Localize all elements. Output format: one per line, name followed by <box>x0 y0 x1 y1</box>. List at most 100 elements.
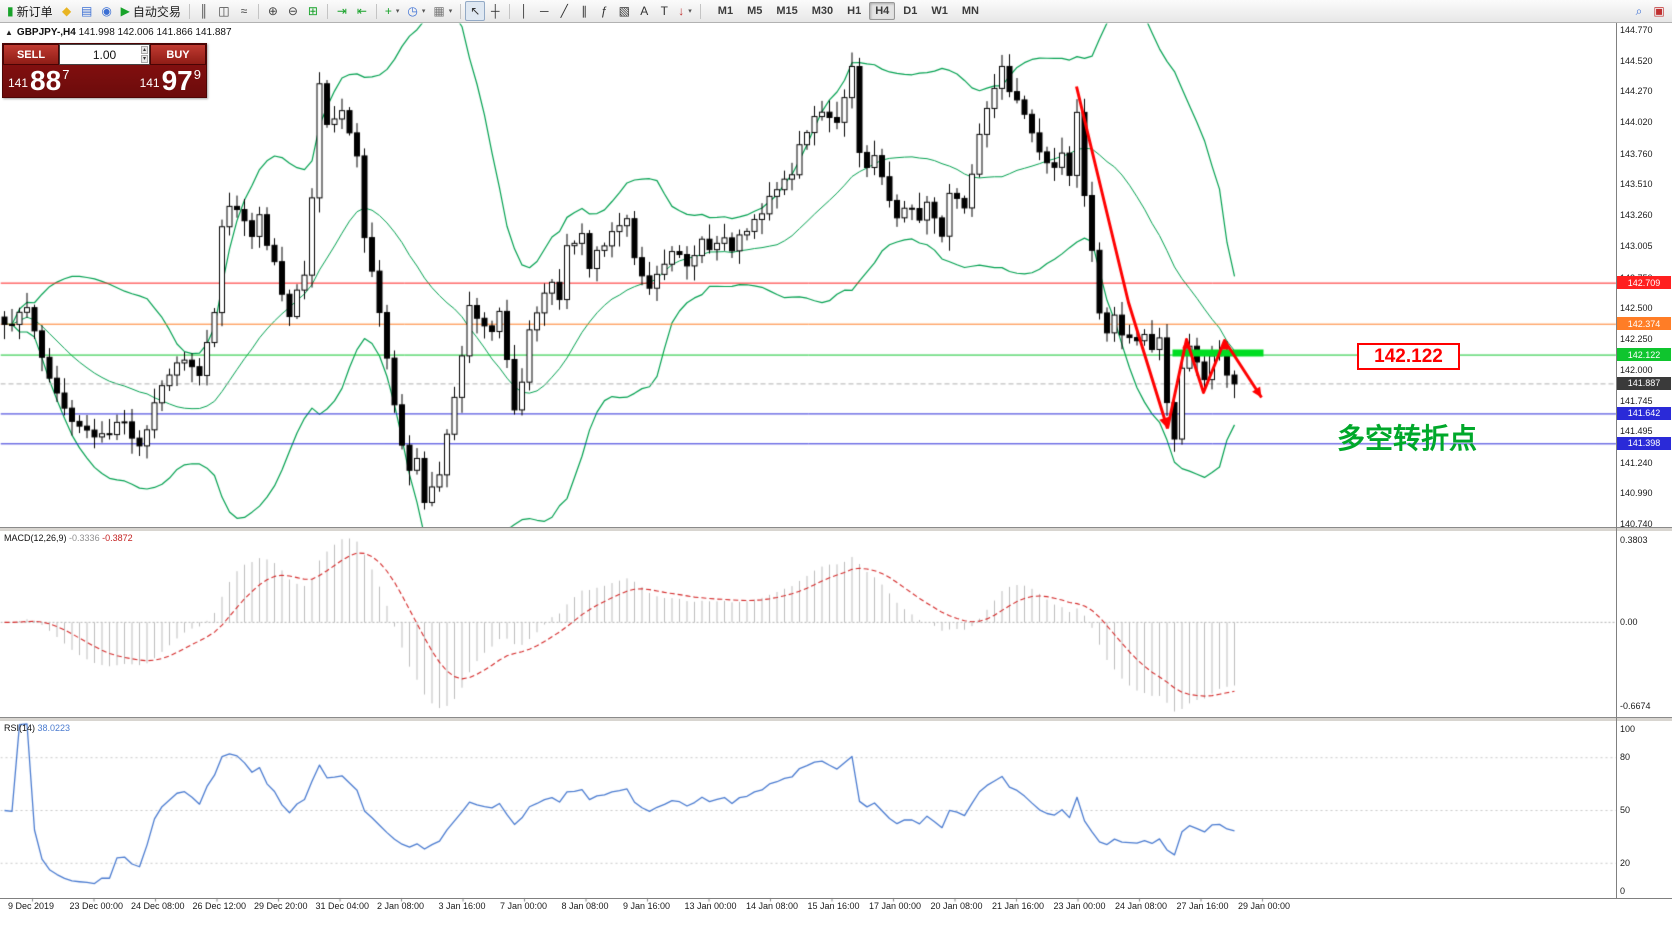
time-axis-label: 20 Jan 08:00 <box>930 901 983 911</box>
channel-button[interactable]: ∥ <box>574 1 594 21</box>
zoom-in-icon: ⊕ <box>267 4 278 18</box>
price-axis-label: 141.745 <box>1620 395 1653 406</box>
fibonacci-button[interactable]: ƒ <box>594 1 614 21</box>
volume-value: 1.00 <box>92 47 117 62</box>
timeframe-m30-button[interactable]: M30 <box>806 2 839 20</box>
text-label-button[interactable]: T <box>654 1 674 21</box>
trendline-button[interactable]: ╱ <box>554 1 574 21</box>
time-axis-label: 27 Jan 16:00 <box>1176 901 1229 911</box>
channel-icon: ∥ <box>581 4 588 18</box>
vertical-line-button[interactable]: │ <box>514 1 534 21</box>
toolbar-separator <box>509 3 511 19</box>
zoom-in-button[interactable]: ⊕ <box>263 1 283 21</box>
price-axis-label: 143.260 <box>1620 210 1653 221</box>
periods-button[interactable]: ◷ ▾ <box>403 1 429 21</box>
bar-chart-button[interactable]: ║ <box>194 1 214 21</box>
toolbar-button-label: 自动交易 <box>132 4 181 19</box>
price-callout-box[interactable]: 142.122 <box>1357 343 1460 370</box>
crosshair-button[interactable]: ┼ <box>485 1 505 21</box>
timeframe-mn-button[interactable]: MN <box>956 2 985 20</box>
price-axis-label: 143.005 <box>1620 241 1653 252</box>
price-tag: 141.398 <box>1617 436 1671 450</box>
sell-price[interactable]: 141 88 7 <box>8 67 69 95</box>
cursor-button[interactable]: ↖ <box>465 1 486 21</box>
macd-axis-max-label: 0.3803 <box>1620 535 1648 545</box>
auto-scroll-button[interactable]: ⇥ <box>332 1 352 21</box>
timeframe-h4-button[interactable]: H4 <box>869 2 896 20</box>
new-order-icon: ▮ <box>7 4 14 18</box>
macd-signal-value: -0.3872 <box>102 533 133 543</box>
new-order-button[interactable]: ▮ 新订单 <box>3 1 57 21</box>
time-axis-label: 29 Dec 20:00 <box>254 901 308 911</box>
macd-value: -0.3336 <box>69 533 100 543</box>
volume-up-icon[interactable]: ▴ <box>140 46 148 54</box>
price-axis-label: 144.520 <box>1620 55 1653 66</box>
time-axis-label: 23 Jan 00:00 <box>1053 901 1106 911</box>
time-axis-label: 21 Jan 16:00 <box>992 901 1045 911</box>
panel-separator[interactable] <box>0 527 1672 532</box>
bar-chart-icon: ║ <box>199 4 209 18</box>
indicators-icon: + <box>384 4 392 18</box>
price-axis-label: 144.020 <box>1620 116 1653 127</box>
timeframe-m1-button[interactable]: M1 <box>712 2 739 20</box>
autotrading-button[interactable]: ▶ 自动交易 <box>117 1 185 21</box>
dropdown-caret-icon: ▾ <box>395 8 400 15</box>
buy-price-prefix: 141 <box>139 76 160 90</box>
toolbar-right-buttons: ⌕ ▣ <box>1629 1 1669 21</box>
price-axis-label: 140.740 <box>1620 519 1653 529</box>
time-axis-label: 17 Jan 00:00 <box>869 901 922 911</box>
time-axis-label: 23 Dec 00:00 <box>69 901 124 911</box>
chart-shift-button[interactable]: ⇤ <box>352 1 372 21</box>
macd-indicator-label: MACD(12,26,9) -0.3336 -0.3872 <box>4 533 133 543</box>
zoom-out-button[interactable]: ⊖ <box>283 1 303 21</box>
toolbar-separator <box>326 3 328 19</box>
buy-button[interactable]: BUY <box>150 44 206 65</box>
metaeditor-button[interactable]: ◆ <box>57 1 77 21</box>
price-axis-label: 140.990 <box>1620 488 1653 499</box>
metaeditor-icon: ◆ <box>62 4 72 18</box>
toolbar: ▮ 新订单 ◆ ▤ ◉ ▶ 自动交易 ║ ◫ ≈ ⊕ ⊖ ⊞ ⇥ ⇤ + ▾ ◷ ▾ ▦ ▾ ↖ ┼ │ ─ ╱ ∥ ƒ ▧ A T ↓ ▾ M… <box>0 0 1672 23</box>
time-axis-label: 13 Jan 00:00 <box>684 901 737 911</box>
price-tag: 142.374 <box>1617 317 1671 331</box>
search-icon: ⌕ <box>1635 4 1643 18</box>
volume-down-icon[interactable]: ▾ <box>140 55 148 63</box>
price-axis-label: 142.500 <box>1620 303 1653 314</box>
text-button[interactable]: A <box>634 1 654 21</box>
timeframe-m5-button[interactable]: M5 <box>741 2 768 20</box>
time-axis-label: 3 Jan 16:00 <box>438 901 486 911</box>
market-watch-button[interactable]: ▤ <box>77 1 97 21</box>
timeframe-m15-button[interactable]: M15 <box>770 2 803 20</box>
timeframe-h1-button[interactable]: H1 <box>841 2 867 20</box>
macd-name: MACD(12,26,9) <box>4 533 67 543</box>
templates-button[interactable]: ▦ ▾ <box>429 1 456 21</box>
horizontal-line-button[interactable]: ─ <box>534 1 554 21</box>
tile-windows-button[interactable]: ⊞ <box>303 1 323 21</box>
shapes-icon: ▧ <box>618 4 630 18</box>
line-chart-button[interactable]: ≈ <box>234 1 254 21</box>
time-axis-label: 2 Jan 08:00 <box>377 901 425 911</box>
buy-price-big: 97 <box>161 65 193 97</box>
volume-input[interactable]: 1.00 ▴ ▾ <box>59 44 150 65</box>
panel-collapse-icon[interactable]: ▲ <box>5 28 13 37</box>
quotes-icon: ▣ <box>1653 4 1665 18</box>
buy-price[interactable]: 141 97 9 <box>139 65 201 97</box>
quotes-button[interactable]: ▣ <box>1649 1 1669 21</box>
time-axis-label: 15 Jan 16:00 <box>807 901 860 911</box>
volume-stepper: ▴ ▾ <box>140 46 148 63</box>
chart-symbol-ohlc: ▲ GBPJPY-,H4 141.998 142.006 141.866 141.… <box>5 27 232 38</box>
timeframe-d1-button[interactable]: D1 <box>897 2 923 20</box>
rsi-axis-label: 20 <box>1620 857 1631 868</box>
symbol-timeframe-label: GBPJPY-,H4 <box>16 27 76 38</box>
turning-point-note[interactable]: 多空转折点 <box>1337 423 1478 454</box>
sell-button[interactable]: SELL <box>3 44 59 65</box>
indicators-button[interactable]: + ▾ <box>381 1 404 21</box>
candle-chart-button[interactable]: ◫ <box>214 1 234 21</box>
search-button[interactable]: ⌕ <box>1629 1 1649 21</box>
shapes-button[interactable]: ▧ <box>614 1 634 21</box>
data-window-button[interactable]: ◉ <box>97 1 117 21</box>
panel-separator[interactable] <box>0 717 1672 722</box>
timeframe-w1-button[interactable]: W1 <box>925 2 954 20</box>
toolbar-separator <box>699 3 701 19</box>
arrows-button[interactable]: ↓ ▾ <box>674 1 696 21</box>
